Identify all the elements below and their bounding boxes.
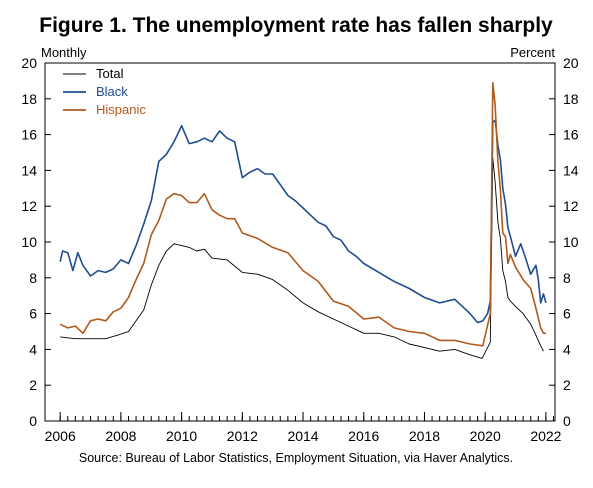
series-line-black bbox=[59, 119, 547, 324]
y-tick-label-right: 4 bbox=[563, 341, 571, 357]
y-tick-label-right: 16 bbox=[563, 127, 579, 143]
y-tick-label-left: 16 bbox=[21, 127, 37, 143]
x-tick-label: 2016 bbox=[348, 428, 379, 444]
x-tick-label: 2012 bbox=[227, 428, 258, 444]
source-note: Source: Bureau of Labor Statistics, Empl… bbox=[79, 451, 513, 465]
chart-title: Figure 1. The unemployment rate has fall… bbox=[39, 14, 553, 37]
legend-label-hispanic: Hispanic bbox=[96, 102, 146, 117]
right-axis-unit-label: Percent bbox=[510, 45, 555, 60]
left-axis-unit-label: Monthly bbox=[41, 45, 87, 60]
legend: Total Black Hispanic bbox=[63, 66, 146, 117]
y-tick-label-right: 18 bbox=[563, 91, 579, 107]
y-tick-label-left: 18 bbox=[21, 91, 37, 107]
series-lines bbox=[59, 81, 547, 359]
y-tick-label-left: 10 bbox=[21, 234, 37, 250]
y-tick-label-left: 12 bbox=[21, 198, 37, 214]
x-tick-label: 2020 bbox=[470, 428, 501, 444]
y-tick-label-left: 0 bbox=[29, 413, 37, 429]
legend-label-total: Total bbox=[96, 66, 124, 81]
y-tick-label-left: 20 bbox=[21, 55, 37, 71]
y-tick-label-right: 14 bbox=[563, 162, 579, 178]
x-tick-label: 2010 bbox=[166, 428, 197, 444]
x-tick-label: 2022 bbox=[530, 428, 561, 444]
x-tick-label: 2014 bbox=[287, 428, 318, 444]
y-tick-label-left: 8 bbox=[29, 270, 37, 286]
y-tick-label-right: 8 bbox=[563, 270, 571, 286]
y-tick-label-left: 6 bbox=[29, 306, 37, 322]
y-tick-label-right: 0 bbox=[563, 413, 571, 429]
y-tick-label-left: 2 bbox=[29, 377, 37, 393]
x-tick-label: 2008 bbox=[105, 428, 136, 444]
series-line-total bbox=[60, 157, 544, 359]
x-tick-label: 2018 bbox=[409, 428, 440, 444]
y-tick-label-right: 20 bbox=[563, 55, 579, 71]
series-line-hispanic bbox=[59, 81, 546, 347]
y-tick-label-right: 2 bbox=[563, 377, 571, 393]
legend-label-black: Black bbox=[96, 84, 128, 99]
y-tick-label-right: 10 bbox=[563, 234, 579, 250]
y-tick-label-right: 6 bbox=[563, 306, 571, 322]
y-tick-label-left: 4 bbox=[29, 341, 37, 357]
y-tick-label-left: 14 bbox=[21, 162, 37, 178]
x-tick-label: 2006 bbox=[45, 428, 76, 444]
y-tick-label-right: 12 bbox=[563, 198, 579, 214]
